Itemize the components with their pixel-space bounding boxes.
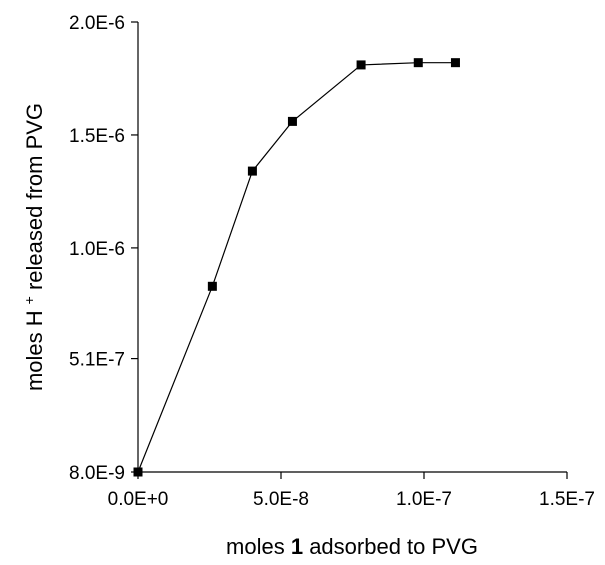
data-point (207, 281, 217, 291)
y-axis-title-part-1: moles H (22, 310, 47, 391)
y-axis-title-part-3: released from PVG (22, 103, 47, 296)
data-point (287, 116, 297, 126)
data-point (356, 60, 366, 70)
data-point (133, 467, 143, 477)
data-point (413, 58, 423, 68)
y-axis-title-superscript: + (21, 296, 37, 304)
x-ticks: 0.0E+0 5.0E-8 1.0E-7 1.5E-7 (108, 472, 595, 510)
x-tick-label: 5.0E-8 (253, 489, 309, 510)
x-axis-title: moles 1 adsorbed to PVG (226, 534, 478, 559)
x-tick-label: 0.0E+0 (108, 489, 169, 510)
axes (137, 22, 567, 473)
x-axis-title-part-3: adsorbed to PVG (303, 534, 478, 559)
x-tick-label: 1.5E-7 (539, 489, 595, 510)
y-tick-label: 2.0E-6 (69, 13, 125, 34)
x-axis-title-part-2: 1 (291, 534, 303, 559)
y-axis-title: moles H + released from PVG (21, 103, 47, 391)
y-tick-label: 1.0E-6 (69, 239, 125, 260)
y-ticks: 8.0E-9 5.1E-7 1.0E-6 1.5E-6 2.0E-6 (69, 13, 138, 484)
y-tick-label: 1.5E-6 (69, 126, 125, 147)
y-tick-label: 5.1E-7 (69, 350, 125, 371)
data-point (450, 58, 460, 68)
x-tick-label: 1.0E-7 (396, 489, 452, 510)
series (133, 58, 460, 477)
data-point (247, 166, 257, 176)
y-tick-label: 8.0E-9 (69, 463, 125, 484)
x-axis-title-part-1: moles (226, 534, 291, 559)
